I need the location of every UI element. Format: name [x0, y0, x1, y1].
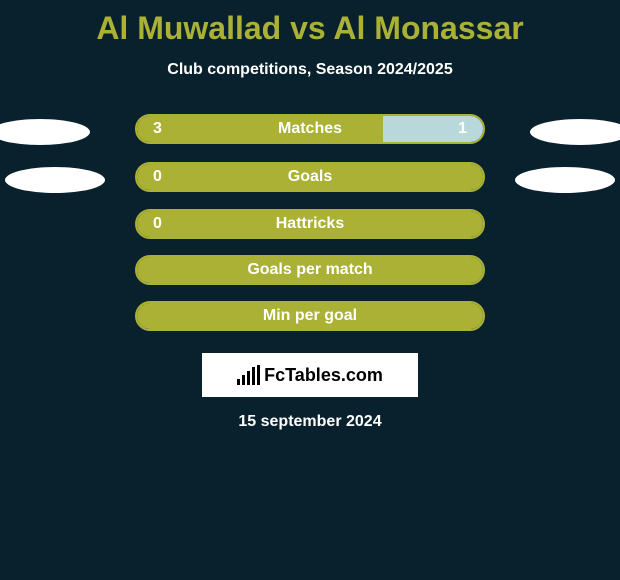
player-marker-right — [515, 167, 615, 193]
stat-bar: Goals per match — [135, 255, 485, 285]
stat-bar: Hattricks0 — [135, 209, 485, 239]
stat-rows: Matches31Goals0Hattricks0Goals per match… — [0, 113, 620, 331]
stat-bar: Goals0 — [135, 162, 485, 192]
stat-label: Min per goal — [137, 303, 483, 329]
stat-row: Min per goal — [0, 301, 620, 331]
date-text: 15 september 2024 — [238, 413, 381, 431]
stat-row: Hattricks0 — [0, 209, 620, 239]
stat-bar: Min per goal — [135, 301, 485, 331]
logo-box: FcTables.com — [202, 353, 418, 397]
stat-label: Hattricks — [137, 211, 483, 237]
stat-value-left: 0 — [153, 211, 162, 237]
stat-bar: Matches3 1 — [135, 114, 485, 144]
stat-row: Goals0 — [0, 161, 620, 193]
player-marker-right — [530, 119, 620, 145]
page-subtitle: Club competitions, Season 2024/2025 — [167, 61, 452, 79]
player-marker-left — [5, 167, 105, 193]
stat-row: Matches3 1 — [0, 113, 620, 145]
bar-chart-icon — [237, 365, 260, 385]
comparison-infographic: Al Muwallad vs Al Monassar Club competit… — [0, 0, 620, 580]
stat-label: Matches — [137, 116, 483, 142]
stat-value-left: 3 — [153, 116, 162, 142]
stat-label: Goals — [137, 164, 483, 190]
stat-row: Goals per match — [0, 255, 620, 285]
stat-value-right: 1 — [458, 116, 467, 142]
stat-value-left: 0 — [153, 164, 162, 190]
logo-text: FcTables.com — [264, 365, 383, 386]
player-marker-left — [0, 119, 90, 145]
stat-label: Goals per match — [137, 257, 483, 283]
page-title: Al Muwallad vs Al Monassar — [96, 10, 523, 47]
